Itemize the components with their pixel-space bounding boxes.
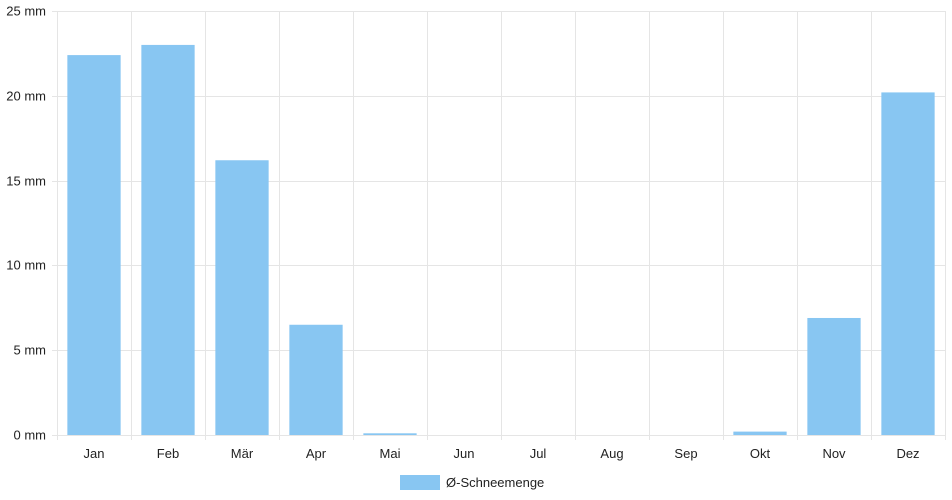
x-tick-label: Sep [674,446,697,461]
y-tick-label: 10 mm [6,258,46,273]
x-tick-label: Aug [600,446,623,461]
x-tick-label: Jul [530,446,547,461]
y-tick-label: 0 mm [14,428,47,443]
x-tick-label: Apr [306,446,327,461]
bar-jan[interactable] [67,55,121,435]
legend[interactable]: Ø-Schneemenge [400,475,544,490]
x-tick-label: Jan [84,446,105,461]
x-tick-label: Mai [380,446,401,461]
bars [67,44,935,436]
y-tick-label: 20 mm [6,89,46,104]
x-tick-label: Jun [454,446,475,461]
y-tick-label: 15 mm [6,174,46,189]
bar-okt[interactable] [733,431,787,435]
x-tick-label: Feb [157,446,179,461]
bar-feb[interactable] [141,44,195,436]
y-tick-label: 25 mm [6,4,46,19]
y-tick-label: 5 mm [14,343,47,358]
bar-apr[interactable] [289,324,343,435]
x-tick-label: Nov [822,446,846,461]
legend-label[interactable]: Ø-Schneemenge [446,475,544,490]
bar-mai[interactable] [363,433,417,435]
grid-lines [52,11,946,440]
bar-nov[interactable] [807,317,861,435]
y-axis: 0 mm 5 mm 10 mm 15 mm 20 mm 25 mm [6,4,46,443]
x-axis: Jan Feb Mär Apr Mai Jun Jul Aug Sep Okt Nov Dez [84,446,920,461]
x-tick-label: Okt [750,446,771,461]
bar-dez[interactable] [881,92,935,436]
legend-swatch[interactable] [400,475,440,490]
x-tick-label: Mär [231,446,254,461]
bar-mär[interactable] [215,160,269,436]
x-tick-label: Dez [896,446,919,461]
